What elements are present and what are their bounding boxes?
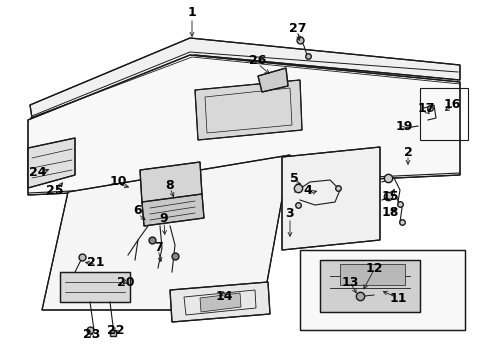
Text: 9: 9	[160, 212, 168, 225]
Text: 18: 18	[381, 206, 399, 219]
Text: 5: 5	[290, 171, 298, 185]
Text: 15: 15	[381, 189, 399, 202]
Text: 4: 4	[304, 184, 313, 197]
Polygon shape	[153, 262, 167, 279]
Text: 24: 24	[29, 166, 47, 179]
Text: 23: 23	[83, 328, 100, 341]
Polygon shape	[340, 264, 405, 285]
Text: 20: 20	[117, 275, 135, 288]
Polygon shape	[125, 252, 140, 268]
Ellipse shape	[407, 124, 417, 130]
Text: 3: 3	[286, 207, 294, 220]
Polygon shape	[282, 147, 380, 250]
Text: 7: 7	[154, 240, 162, 253]
Polygon shape	[30, 38, 460, 118]
Polygon shape	[140, 162, 202, 203]
Text: 19: 19	[395, 120, 413, 132]
Text: 6: 6	[134, 203, 142, 216]
Polygon shape	[167, 267, 180, 285]
Text: 14: 14	[215, 289, 233, 302]
Polygon shape	[142, 194, 204, 226]
Text: 1: 1	[188, 5, 196, 18]
Text: 21: 21	[87, 256, 105, 269]
Polygon shape	[60, 272, 130, 302]
Polygon shape	[300, 250, 465, 330]
Polygon shape	[170, 282, 270, 322]
Text: 16: 16	[443, 98, 461, 111]
Polygon shape	[195, 80, 302, 140]
Polygon shape	[28, 138, 75, 188]
Text: 25: 25	[46, 184, 64, 197]
Text: 12: 12	[365, 261, 383, 274]
Text: 2: 2	[404, 145, 413, 158]
Text: 27: 27	[289, 22, 307, 35]
Polygon shape	[258, 68, 288, 92]
Text: 17: 17	[417, 102, 435, 114]
Text: 26: 26	[249, 54, 267, 67]
Polygon shape	[200, 293, 241, 312]
Text: 11: 11	[389, 292, 407, 305]
Text: 13: 13	[342, 275, 359, 288]
Text: 22: 22	[107, 324, 125, 337]
Polygon shape	[320, 260, 420, 312]
Text: 8: 8	[166, 179, 174, 192]
Polygon shape	[28, 55, 460, 195]
Text: 10: 10	[109, 175, 127, 188]
Polygon shape	[42, 155, 290, 310]
